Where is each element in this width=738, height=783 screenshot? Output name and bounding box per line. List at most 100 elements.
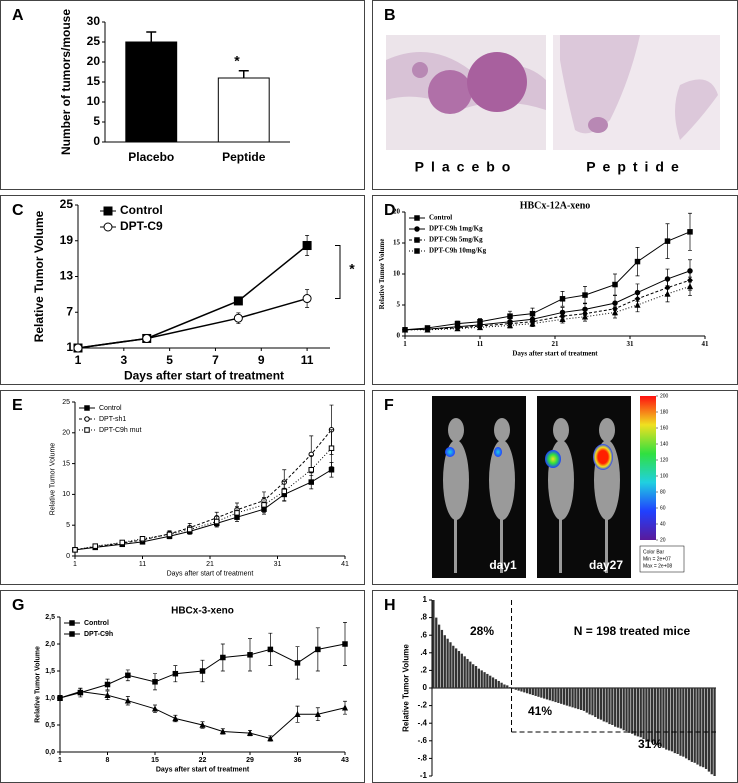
- x-tick-label: 15: [151, 757, 159, 764]
- y-tick-label: 25: [60, 197, 74, 211]
- y-tick-label: 10: [62, 491, 70, 498]
- line: [77, 297, 308, 349]
- x-tick-label: 22: [199, 757, 207, 764]
- bracket: [335, 245, 341, 300]
- line: [404, 270, 691, 331]
- panel-label: G: [12, 597, 24, 614]
- marker: [328, 467, 335, 473]
- marker: [72, 547, 78, 553]
- y-tick-label: -.2: [418, 701, 428, 710]
- annotation: *: [234, 53, 240, 69]
- line: [404, 279, 691, 331]
- y-tick-label: .2: [420, 666, 427, 675]
- legend-label: Control: [84, 620, 109, 627]
- bar: [650, 688, 654, 743]
- chart: 0,0 0,5 1,0 1,5 2,0 2,5 1 8 15 22 29 36 43 Days after…: [34, 606, 349, 774]
- bar: [494, 679, 498, 688]
- bar: [662, 688, 665, 748]
- image-label: Placebo: [415, 159, 518, 175]
- line: [405, 285, 691, 331]
- legend-swatch: [414, 237, 420, 243]
- bar: [548, 688, 551, 701]
- legend-swatch: [414, 248, 420, 254]
- annotation: 31%: [638, 737, 662, 751]
- bar: [557, 688, 560, 703]
- y-tick-label: 2,0: [45, 641, 55, 648]
- line: [77, 244, 308, 349]
- marker: [172, 670, 179, 677]
- legend-label: DPT-C9: [120, 219, 163, 233]
- x-tick-label: 8: [106, 757, 110, 764]
- marker: [172, 715, 179, 722]
- tissue: [675, 79, 718, 140]
- y-tick-label: 2,5: [45, 614, 55, 621]
- y-tick-label: 15: [393, 239, 401, 247]
- bar: [574, 688, 577, 709]
- marker: [582, 292, 588, 298]
- y-tick-label: 1: [66, 340, 73, 354]
- panel-label: D: [384, 202, 396, 219]
- marker: [611, 309, 619, 316]
- bar: [520, 688, 523, 692]
- marker: [664, 238, 671, 244]
- legend-label: Control: [429, 214, 452, 222]
- marker: [315, 646, 321, 653]
- marker: [507, 313, 513, 319]
- bar: [517, 688, 520, 691]
- x-tick-label: 36: [294, 757, 302, 764]
- color-bar-tick-label: 200: [660, 393, 669, 399]
- annotation: N = 198 treated mice: [574, 624, 691, 638]
- y-tick-label: 30: [87, 14, 101, 28]
- marker: [529, 320, 536, 327]
- legend-swatch: [84, 416, 90, 422]
- bar: [710, 688, 713, 775]
- y-axis-label: Relative Tumor Volume: [378, 239, 386, 310]
- color-bar-tick-label: 20: [660, 537, 666, 543]
- imaging-images: [432, 396, 685, 578]
- bar: [449, 642, 452, 688]
- panel-label: C: [12, 202, 24, 219]
- bar: [704, 688, 708, 769]
- x-tick-label: 9: [258, 353, 265, 367]
- legend-label: Control: [120, 203, 163, 217]
- y-tick-label: 0: [423, 683, 428, 692]
- bar: [560, 688, 563, 704]
- bar: [452, 645, 455, 688]
- marker: [233, 296, 243, 306]
- marker: [233, 313, 243, 323]
- marker: [401, 326, 409, 333]
- panel-frame: [0, 195, 365, 385]
- y-tick-label: 5: [397, 301, 401, 309]
- y-tick-label: 1: [423, 595, 428, 604]
- annotation: 41%: [528, 704, 552, 718]
- bar: [455, 648, 458, 688]
- bar: [432, 600, 435, 688]
- legend-label: DPT-C9h: [84, 631, 113, 638]
- y-tick-label: 15: [62, 460, 70, 467]
- y-tick-label: 1,5: [45, 668, 55, 675]
- bar: [577, 688, 580, 710]
- x-tick-label: 29: [246, 757, 254, 764]
- bar: [435, 617, 438, 688]
- color-bar-tick-label: 80: [660, 489, 666, 495]
- marker: [581, 313, 589, 320]
- x-tick-label: Placebo: [128, 150, 174, 164]
- x-tick-label: 31: [627, 340, 635, 348]
- color-bar-box: [639, 545, 685, 573]
- marker: [104, 691, 111, 699]
- bar: [682, 688, 685, 757]
- y-axis-label: Relative Tumor Volume: [402, 644, 411, 732]
- y-tick-label: 5: [93, 114, 100, 128]
- color-bar-max: Max = 2e+08: [643, 563, 672, 569]
- x-tick-label: 1: [403, 340, 407, 348]
- marker: [634, 258, 641, 265]
- line: [59, 691, 346, 740]
- y-tick-label: 20: [87, 54, 101, 68]
- bar: [500, 682, 503, 688]
- line: [74, 447, 332, 551]
- tissue: [560, 35, 640, 134]
- y-tick-label: 0: [397, 332, 401, 340]
